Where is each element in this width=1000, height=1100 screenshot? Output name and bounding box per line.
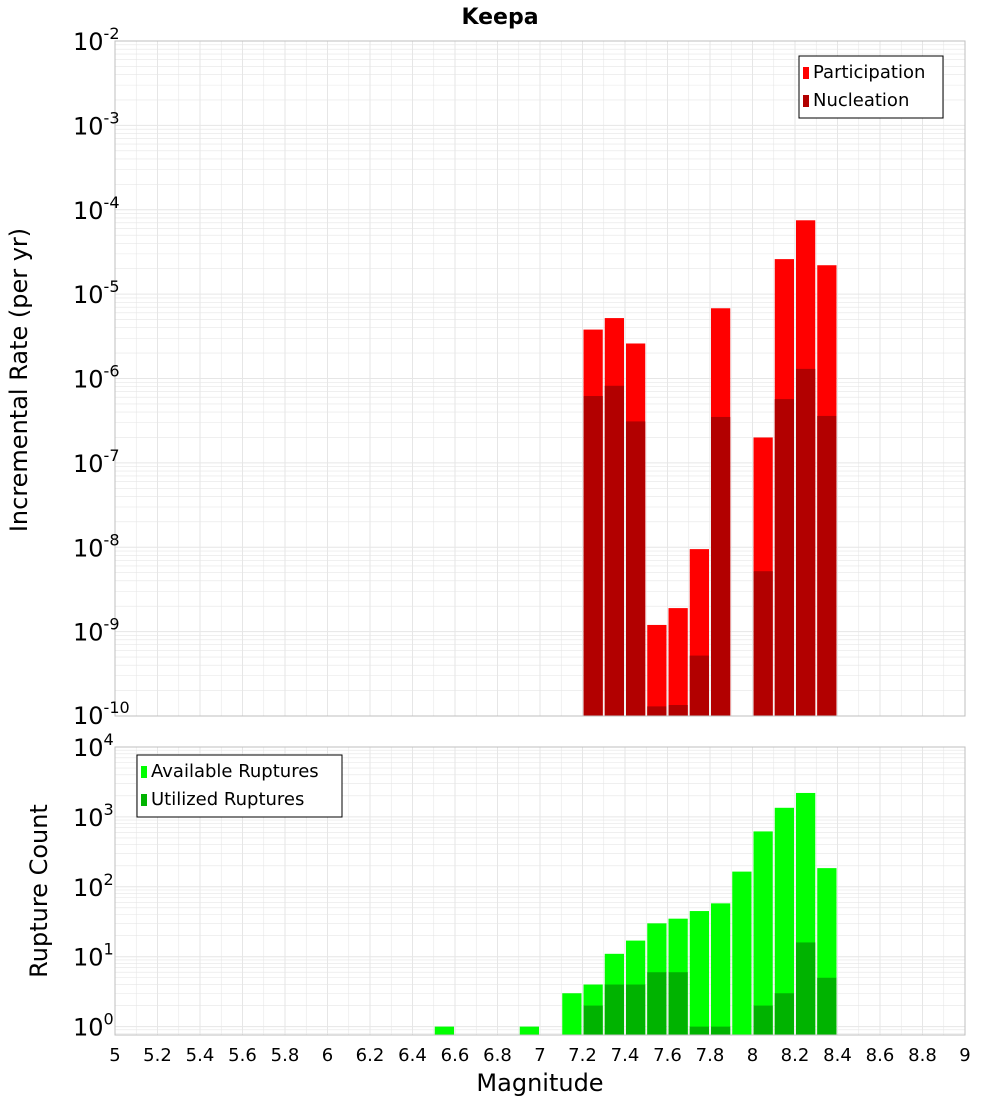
count-bar-utilized-ruptures [689, 1026, 709, 1035]
x-tick-label: 7.2 [568, 1045, 597, 1066]
count-y-tick-label: 104 [73, 730, 114, 762]
count-y-tick-label: 102 [73, 870, 114, 902]
count-y-tick-label: 101 [73, 940, 114, 972]
count-bar-available-ruptures [732, 871, 752, 1035]
rate-bar-nucleation [668, 705, 688, 716]
chart-title: Keepa [461, 5, 538, 30]
rate-bar-nucleation [796, 368, 816, 716]
count-bar-utilized-ruptures [626, 984, 646, 1035]
rate-bar-nucleation [647, 706, 667, 716]
count-bar-available-ruptures [562, 993, 582, 1035]
count-bar-available-ruptures [434, 1026, 454, 1035]
rate-bar-nucleation [689, 655, 709, 716]
rate-y-tick-label: 10-7 [73, 446, 120, 478]
count-bar-utilized-ruptures [817, 977, 837, 1035]
count-bar-utilized-ruptures [774, 993, 794, 1035]
x-tick-label: 6.2 [356, 1045, 385, 1066]
count-y-tick-label: 100 [73, 1010, 114, 1042]
count-y-tick-label: 103 [73, 800, 114, 832]
x-tick-label: 5.6 [228, 1045, 257, 1066]
x-tick-label: 6.6 [441, 1045, 470, 1066]
rate-y-axis-label: Incremental Rate (per yr) [5, 228, 33, 532]
rate-y-tick-label: 10-8 [73, 530, 120, 562]
rate-y-tick-label: 10-10 [73, 698, 130, 730]
rate-bar-nucleation [583, 396, 603, 716]
count-legend-swatch [141, 794, 147, 806]
x-tick-label: 8.2 [781, 1045, 810, 1066]
rate-bar-nucleation [604, 385, 624, 716]
count-bar-utilized-ruptures [796, 942, 816, 1035]
rate-y-tick-label: 10-6 [73, 362, 120, 394]
rate-bar-nucleation [774, 399, 794, 716]
rate-bar-participation [668, 608, 688, 716]
x-tick-label: 8.8 [908, 1045, 937, 1066]
count-bar-available-ruptures [774, 807, 794, 1035]
rate-legend-label: Participation [813, 62, 925, 83]
count-frame [114, 746, 966, 1036]
count-bar-utilized-ruptures [711, 1026, 731, 1035]
x-tick-label: 7.4 [611, 1045, 640, 1066]
rate-legend [798, 55, 944, 119]
x-tick-label: 6.8 [483, 1045, 512, 1066]
rate-bar-nucleation [753, 571, 773, 716]
count-bar-utilized-ruptures [753, 1005, 773, 1035]
rate-y-tick-label: 10-9 [73, 615, 120, 647]
x-tick-label: 9 [959, 1045, 970, 1066]
x-tick-label: 7.8 [696, 1045, 725, 1066]
rate-bar-participation [647, 624, 667, 716]
x-tick-label: 5.8 [271, 1045, 300, 1066]
count-bar-available-ruptures [519, 1026, 539, 1035]
rate-plot: 10-2 10-3 10-4 10-5 10-6 10-7 10-8 10-9 10-10 Par… [73, 24, 966, 730]
rate-bar-nucleation [626, 421, 646, 716]
count-legend-label: Utilized Ruptures [151, 789, 304, 810]
count-bar-utilized-ruptures [583, 1005, 603, 1035]
x-tick-label: 5.4 [186, 1045, 215, 1066]
rate-legend-swatch [803, 67, 809, 79]
rate-y-tick-label: 10-5 [73, 277, 120, 309]
x-axis-label: Magnitude [476, 1069, 603, 1097]
count-bar-utilized-ruptures [604, 984, 624, 1035]
x-tick-label: 6.4 [398, 1045, 427, 1066]
rate-frame [114, 40, 966, 717]
x-tick-label: 8.4 [823, 1045, 852, 1066]
x-tick-label: 8.6 [866, 1045, 895, 1066]
x-tick-label: 5.2 [143, 1045, 172, 1066]
count-legend [136, 754, 343, 818]
rate-y-tick-label: 10-3 [73, 108, 120, 140]
x-tick-label: 5 [109, 1045, 120, 1066]
count-legend-swatch [141, 766, 147, 778]
rate-legend-swatch [803, 95, 809, 107]
rate-y-tick-label: 10-2 [73, 24, 120, 56]
count-bar-utilized-ruptures [668, 972, 688, 1035]
count-y-axis-label: Rupture Count [25, 804, 53, 978]
x-tick-label: 7.6 [653, 1045, 682, 1066]
rate-bar-nucleation [817, 415, 837, 716]
rate-legend-label: Nucleation [813, 90, 909, 111]
x-tick-label: 6 [322, 1045, 333, 1066]
count-bar-utilized-ruptures [647, 972, 667, 1035]
x-tick-label: 8 [747, 1045, 758, 1066]
count-bar-available-ruptures [711, 903, 731, 1035]
count-bar-available-ruptures [689, 911, 709, 1035]
count-legend-label: Available Ruptures [151, 761, 319, 782]
rupture-count-plot: 104 103 102 101 100 Available Ruptures Utilize… [73, 730, 971, 1066]
count-bar-available-ruptures [753, 831, 773, 1035]
x-tick-label: 7 [534, 1045, 545, 1066]
rate-bar-nucleation [711, 416, 731, 716]
rate-y-tick-label: 10-4 [73, 193, 120, 225]
